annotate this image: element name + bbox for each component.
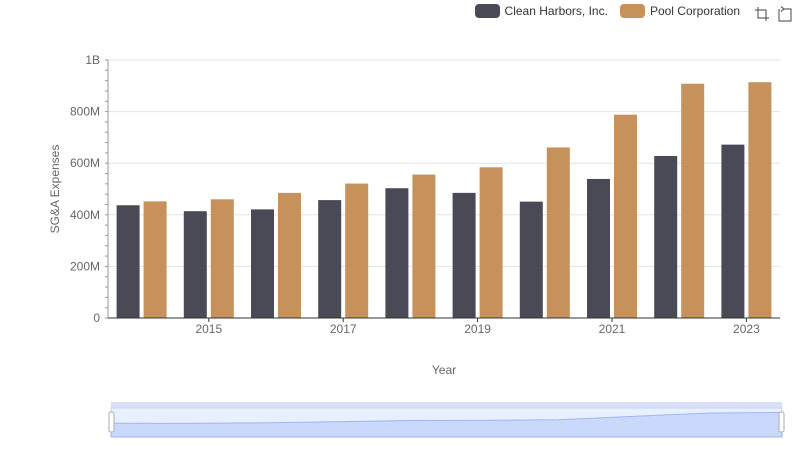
- zoom-handle-right: [778, 411, 785, 433]
- legend-swatch-pool-corporation: [619, 4, 645, 18]
- legend-item-pool-corporation[interactable]: Pool Corporation: [619, 4, 740, 18]
- y-tick-label: 0: [93, 311, 100, 325]
- bar-clean-harbors-inc-2018: [385, 188, 409, 318]
- x-tick-label: 2017: [330, 322, 357, 336]
- x-tick-label: 2023: [733, 322, 760, 336]
- bar-clean-harbors-inc-2019: [452, 192, 476, 318]
- bar-pool-corporation-2014: [143, 201, 167, 318]
- grid-lines: [108, 59, 780, 267]
- legend-swatch-clean-harbors: [474, 4, 500, 18]
- y-tick-label: 600M: [70, 156, 100, 170]
- bar-clean-harbors-inc-2020: [519, 201, 543, 318]
- data-zoom-slider[interactable]: [108, 402, 785, 438]
- bar-clean-harbors-inc-2023: [721, 144, 745, 318]
- legend-label-pool-corporation: Pool Corporation: [649, 4, 740, 18]
- y-tick-label: 400M: [70, 208, 100, 222]
- y-axis-label: SG&A Expenses: [48, 145, 62, 234]
- bar-pool-corporation-2021: [614, 114, 637, 318]
- zoom-top-bar: [111, 402, 782, 408]
- restore-icon[interactable]: [776, 6, 792, 22]
- x-tick-label: 2019: [464, 322, 491, 336]
- bar-pool-corporation-2016: [278, 192, 301, 318]
- bar-pool-corporation-2018: [412, 174, 436, 318]
- bar-pool-corporation-2020: [546, 147, 570, 318]
- x-tick-label: 2021: [599, 322, 626, 336]
- bar-clean-harbors-inc-2022: [654, 155, 678, 318]
- toolbox: [754, 6, 792, 22]
- bar-clean-harbors-inc-2016: [251, 209, 274, 318]
- legend: Clean Harbors, Inc. Pool Corporation: [474, 4, 740, 18]
- bar-clean-harbors-inc-2017: [318, 200, 342, 318]
- zoom-icon[interactable]: [754, 6, 770, 22]
- x-axis-label: Year: [432, 363, 456, 377]
- bars: [116, 82, 772, 319]
- bar-pool-corporation-2015: [210, 199, 234, 318]
- bar-clean-harbors-inc-2015: [183, 211, 207, 318]
- bar-clean-harbors-inc-2021: [587, 178, 610, 318]
- bar-pool-corporation-2022: [681, 83, 705, 319]
- axes: 0 200M 400M 600M 800M 1B 2015 2017 2019 2021 2023: [70, 53, 780, 336]
- x-tick-label: 2015: [195, 322, 222, 336]
- bar-clean-harbors-inc-2014: [116, 205, 140, 318]
- bar-pool-corporation-2023: [748, 82, 772, 318]
- legend-item-clean-harbors[interactable]: Clean Harbors, Inc.: [474, 4, 608, 18]
- y-tick-label: 1B: [85, 53, 100, 67]
- y-tick-label: 200M: [70, 259, 100, 273]
- bar-pool-corporation-2019: [479, 167, 503, 318]
- zoom-handle-left: [108, 411, 115, 433]
- y-tick-label: 800M: [70, 105, 100, 119]
- legend-label-clean-harbors: Clean Harbors, Inc.: [504, 4, 608, 18]
- bar-pool-corporation-2017: [345, 183, 369, 318]
